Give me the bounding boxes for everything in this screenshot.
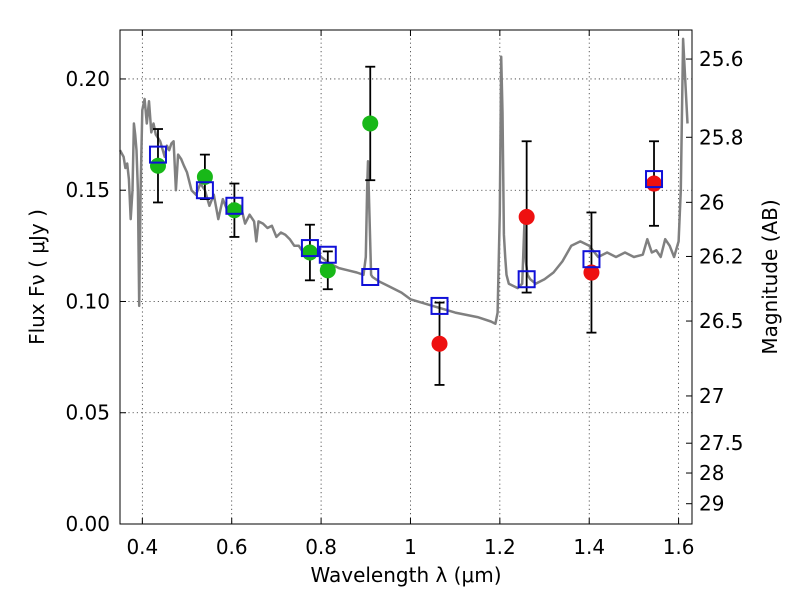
mag-tick-label: 26	[699, 190, 724, 214]
x-tick-label: 0.6	[216, 535, 248, 559]
model-flux-square	[645, 170, 664, 189]
x-tick-label: 1.4	[573, 535, 605, 559]
flux-point	[319, 262, 336, 279]
x-tick-label: 1	[404, 535, 417, 559]
model-flux-square	[361, 268, 380, 286]
model-flux-square	[148, 145, 167, 164]
y-tick-label: 0.05	[65, 401, 110, 425]
y-tick-label: 0.20	[65, 67, 110, 91]
flux-point	[301, 244, 318, 261]
y-tick-label: 0.00	[65, 512, 110, 536]
flux-point	[583, 264, 600, 281]
x-tick-label: 0.8	[305, 535, 337, 559]
model-flux-square	[430, 296, 449, 315]
mag-tick-label: 25.6	[699, 47, 744, 71]
plot-frame	[119, 29, 693, 525]
x-tick-label: 1.2	[484, 535, 516, 559]
x-axis-label: Wavelength λ (μm)	[310, 563, 501, 587]
mag-tick-label: 26.5	[699, 309, 744, 333]
flux-point	[431, 335, 448, 352]
y-axis-label: Flux Fν ( μJy )	[25, 209, 49, 345]
model-flux-square	[195, 181, 214, 200]
grid-lines	[120, 30, 692, 525]
mag-tick-label: 28	[699, 461, 724, 485]
data-markers	[148, 115, 664, 352]
y2-axis-label: Magnitude (AB)	[758, 199, 782, 354]
y-tick-label: 0.10	[65, 289, 110, 313]
error-bars	[152, 65, 660, 386]
axis-ticks: 0.4 0.6 0.8 1 1.2 1.4 1.6 0.00 0.05 0.10 0.15 0.20 2…	[65, 30, 744, 559]
flux-point	[196, 168, 213, 185]
mag-tick-label: 26.2	[699, 244, 744, 268]
flux-point	[646, 175, 663, 192]
model-flux-square	[225, 196, 244, 215]
flux-point	[149, 157, 166, 174]
flux-point	[362, 115, 379, 132]
x-tick-label: 0.4	[126, 535, 158, 559]
flux-point	[518, 208, 535, 225]
model-flux-square	[517, 270, 536, 289]
mag-tick-label: 27.5	[699, 431, 744, 455]
mag-tick-label: 29	[699, 492, 724, 516]
mag-tick-label: 25.8	[699, 125, 744, 149]
flux-point	[226, 202, 243, 219]
mag-tick-label: 27	[699, 384, 724, 408]
x-tick-label: 1.6	[663, 535, 695, 559]
model-flux-square	[582, 250, 601, 269]
model-flux-square	[300, 239, 319, 258]
y-tick-label: 0.15	[65, 178, 110, 202]
model-flux-square	[318, 245, 337, 264]
